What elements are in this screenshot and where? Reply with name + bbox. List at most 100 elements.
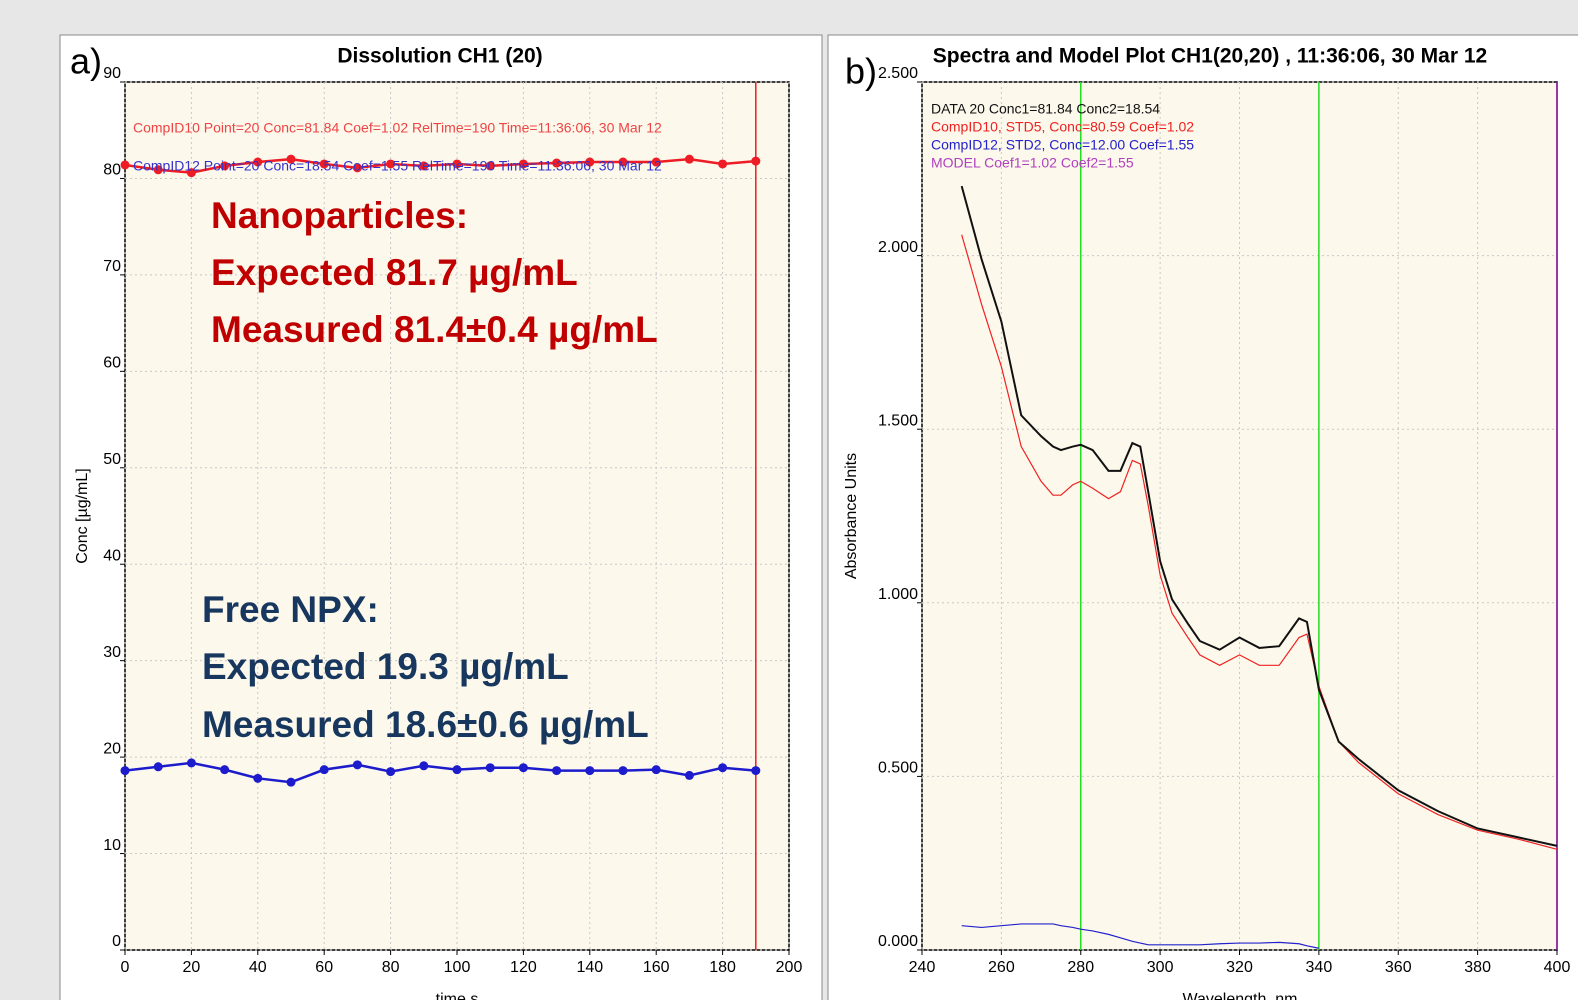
y-tick-label: 0 [112,933,121,950]
data-point [552,766,562,776]
y-tick-label: 10 [103,837,121,854]
y-tick-label: 1.000 [878,586,918,603]
y-tick-label: 90 [103,65,121,82]
data-point [718,159,728,169]
annotation: Expected 19.3 µg/mL [202,646,569,687]
annotation: Measured 18.6±0.6 µg/mL [202,704,649,745]
y-axis-label: Absorbance Units [843,453,860,579]
data-point [120,160,130,170]
data-point [618,157,628,167]
data-point [253,157,263,167]
x-tick-label: 260 [988,959,1015,976]
x-tick-label: 360 [1385,959,1412,976]
annotation: Nanoparticles: [211,195,468,236]
data-point [419,761,429,771]
data-point [319,765,329,775]
data-point [386,159,396,169]
x-tick-label: 100 [444,959,471,976]
data-point [452,765,462,775]
series-line [124,761,756,784]
y-tick-label: 0.000 [878,933,918,950]
y-tick-label: 2.000 [878,239,918,256]
y-tick-label: 40 [103,547,121,564]
annotation: CompID12 Point=20 Conc=18.54 Coef=1.55 R… [133,158,662,174]
chart-title: Spectra and Model Plot CH1(20,20) , 11:3… [933,45,1487,68]
data-point [618,766,628,776]
x-tick-label: 80 [382,959,400,976]
legend-entry: CompID10, STD5, Conc=80.59 Coef=1.02 [931,119,1194,135]
x-tick-label: 280 [1067,959,1094,976]
data-point [352,163,362,173]
legend-entry: DATA 20 Conc1=81.84 Conc2=18.54 [931,101,1160,117]
data-point [485,161,495,171]
x-tick-label: 120 [510,959,537,976]
data-point [751,156,761,166]
data-point [684,154,694,164]
data-point [286,154,296,164]
y-tick-label: 30 [103,644,121,661]
data-point [684,770,694,780]
y-tick-label: 60 [103,355,121,372]
data-point [552,158,562,168]
data-point [651,765,661,775]
legend-entry: MODEL Coef1=1.02 Coef2=1.55 [931,155,1134,171]
data-point [751,766,761,776]
y-tick-label: 1.500 [878,412,918,429]
x-tick-label: 200 [776,959,803,976]
data-point [286,777,296,787]
data-point [153,762,163,772]
x-tick-label: 340 [1306,959,1333,976]
x-tick-label: 0 [121,959,130,976]
plot-area [921,81,1558,951]
x-tick-label: 240 [909,959,936,976]
data-point [485,763,495,773]
data-point [518,159,528,169]
x-tick-label: 140 [576,959,603,976]
data-point [518,763,528,773]
data-point [186,758,196,768]
x-tick-label: 20 [183,959,201,976]
data-point [153,165,163,175]
y-tick-label: 20 [103,740,121,757]
x-tick-label: 160 [643,959,670,976]
series-line [961,234,1558,850]
x-axis-label: time s [436,991,479,1000]
data-point [386,767,396,777]
panel-label: a) [70,41,102,82]
data-point [220,161,230,171]
series-line [124,157,756,174]
annotation: Measured 81.4±0.4 µg/mL [211,309,658,350]
panel-label: b) [845,51,877,92]
y-axis-label: Conc [µg/mL] [74,468,91,563]
data-point [452,159,462,169]
data-point [651,157,661,167]
data-point [718,763,728,773]
plot-area [124,81,790,951]
data-point [419,161,429,171]
annotation: Free NPX: [202,589,379,630]
data-point [253,773,263,783]
y-tick-label: 70 [103,258,121,275]
y-tick-label: 2.500 [878,65,918,82]
series-line [960,185,1558,847]
data-point [352,760,362,770]
annotation: Expected 81.7 µg/mL [211,252,578,293]
legend-entry: CompID12, STD2, Conc=12.00 Coef=1.55 [931,137,1194,153]
data-point [319,159,329,169]
data-point [120,766,130,776]
series-line [961,923,1319,949]
x-tick-label: 380 [1464,959,1491,976]
annotation: CompID10 Point=20 Conc=81.84 Coef=1.02 R… [133,120,662,136]
data-point [186,168,196,178]
x-tick-label: 300 [1147,959,1174,976]
data-point [585,766,595,776]
y-tick-label: 80 [103,162,121,179]
y-tick-label: 0.500 [878,760,918,777]
data-point [585,157,595,167]
chart-title: Dissolution CH1 (20) [337,45,542,68]
x-axis-label: Wavelength, nm [1182,991,1297,1000]
x-tick-label: 60 [315,959,333,976]
x-tick-label: 180 [709,959,736,976]
x-tick-label: 400 [1544,959,1571,976]
